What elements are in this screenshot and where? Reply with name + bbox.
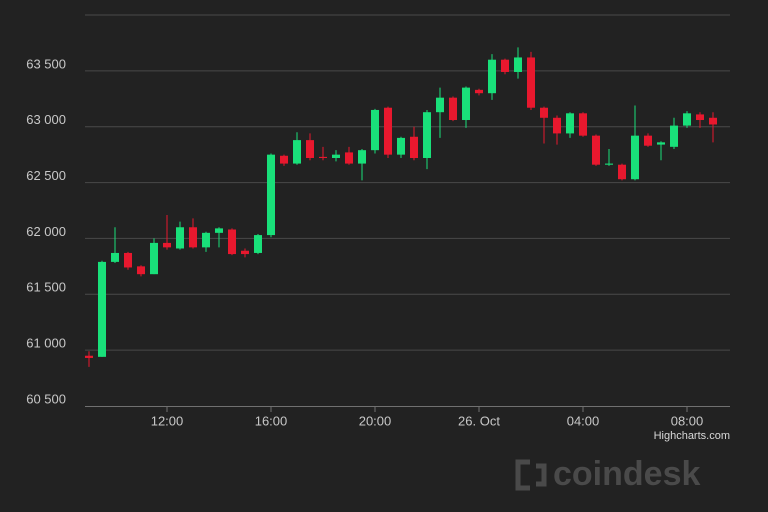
candle-body — [163, 242, 171, 248]
x-tick-label: 20:00 — [359, 413, 392, 428]
y-tick-label: 63 500 — [26, 56, 66, 71]
candle-body — [514, 57, 522, 72]
candle-body — [540, 107, 548, 118]
candle-body — [189, 227, 197, 248]
watermark-logo — [515, 459, 547, 491]
candle-body — [241, 250, 249, 255]
candle-body — [98, 261, 106, 357]
candle-body — [202, 232, 210, 248]
candle-body — [371, 109, 379, 151]
candle-body — [397, 137, 405, 155]
candle-body — [358, 150, 366, 164]
candle-body — [319, 156, 327, 158]
y-tick-label: 60 500 — [26, 391, 66, 406]
candle-body — [501, 59, 509, 72]
candle-body — [423, 112, 431, 158]
candle-body — [696, 114, 704, 121]
x-tick-label: 26. Oct — [458, 413, 500, 428]
candle-body — [709, 117, 717, 125]
x-tick-label: 08:00 — [671, 413, 704, 428]
candle-body — [618, 164, 626, 180]
candle-body — [150, 242, 158, 275]
candle-body — [228, 229, 236, 255]
y-tick-label: 63 000 — [26, 112, 66, 127]
candle-body — [449, 97, 457, 121]
candle-body — [631, 135, 639, 180]
x-tick-label: 12:00 — [151, 413, 184, 428]
candle-body — [85, 355, 93, 358]
x-tick-label: 04:00 — [567, 413, 600, 428]
candle-body — [215, 228, 223, 233]
candle-body — [267, 154, 275, 236]
candle-body — [462, 87, 470, 121]
candle-body — [527, 57, 535, 108]
candle-body — [644, 135, 652, 146]
x-tick-label: 16:00 — [255, 413, 288, 428]
candle-body — [332, 154, 340, 158]
candle-body — [670, 125, 678, 147]
candle-body — [566, 113, 574, 134]
logo-bracket — [515, 459, 530, 491]
candle-body — [475, 89, 483, 94]
candle-body — [111, 252, 119, 262]
candle-body — [254, 235, 262, 253]
candle-body — [657, 142, 665, 145]
candle-body — [553, 117, 561, 134]
candle-body — [579, 113, 587, 136]
candle-body — [384, 107, 392, 155]
watermark: coindesk — [553, 455, 700, 493]
credits: Highcharts.com — [654, 430, 730, 442]
logo-bracket — [536, 463, 547, 487]
candle-body — [605, 163, 613, 165]
candle-body — [280, 155, 288, 164]
candle-body — [410, 136, 418, 158]
candle-body — [436, 97, 444, 113]
candle-body — [293, 140, 301, 164]
y-tick-label: 62 000 — [26, 224, 66, 239]
y-tick-label: 61 000 — [26, 336, 66, 351]
candle-body — [124, 252, 132, 268]
y-tick-label: 61 500 — [26, 280, 66, 295]
candle-body — [592, 135, 600, 165]
candle-body — [137, 266, 145, 275]
candle-body — [176, 227, 184, 249]
candle-body — [306, 140, 314, 158]
candle-body — [345, 152, 353, 164]
candle-body — [488, 59, 496, 94]
y-tick-label: 62 500 — [26, 168, 66, 183]
candle-body — [683, 113, 691, 126]
